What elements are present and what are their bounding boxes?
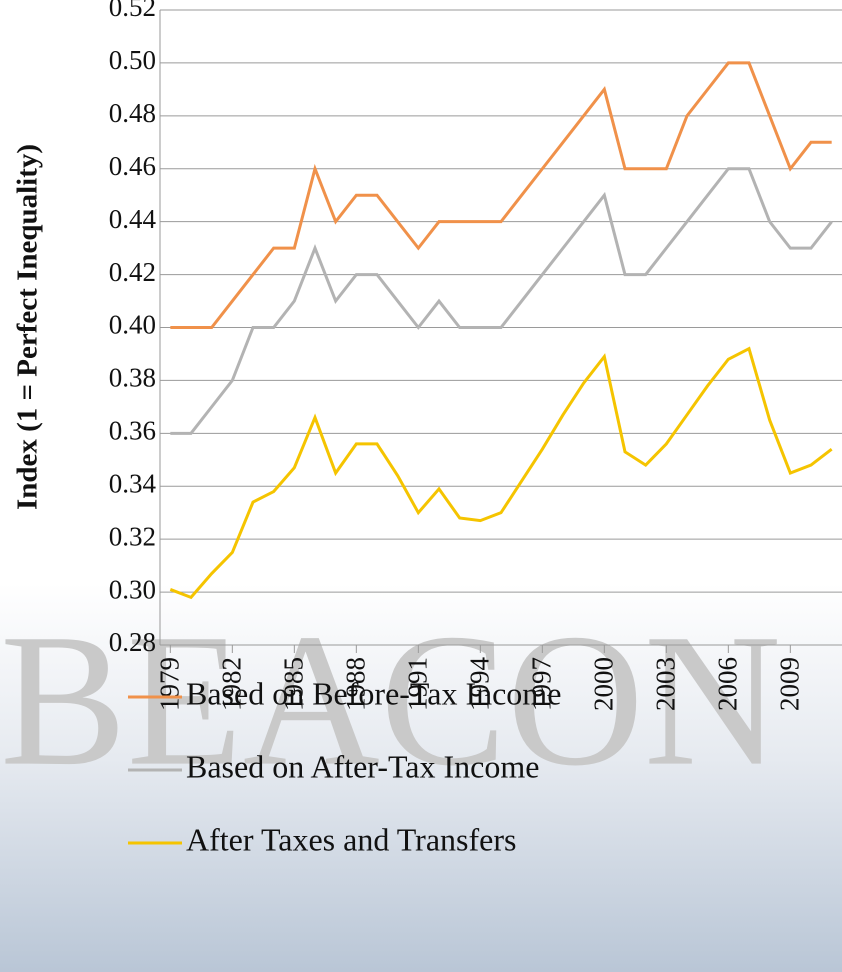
y-tick-label: 0.50 (109, 45, 156, 75)
x-tick-label: 1982 (217, 657, 247, 711)
y-tick-label: 0.38 (109, 363, 156, 393)
x-tick-label: 1985 (279, 657, 309, 711)
x-tick-label: 2006 (713, 657, 743, 711)
x-tick-label: 1997 (527, 657, 557, 711)
y-tick-label: 0.30 (109, 574, 156, 604)
series-line (170, 61, 832, 329)
x-tick-label: 2009 (775, 657, 805, 711)
x-tick-label: 1994 (465, 657, 495, 712)
legend-label: After Taxes and Transfers (186, 821, 516, 857)
x-tick-label: 1991 (403, 657, 433, 711)
x-tick-label: 2000 (589, 657, 619, 711)
x-tick-label: 2003 (651, 657, 681, 711)
series-line (169, 346, 833, 600)
y-tick-label: 0.32 (109, 521, 156, 551)
x-tick-label: 1979 (155, 657, 185, 711)
legend-label: Based on After-Tax Income (186, 748, 539, 784)
y-tick-label: 0.46 (109, 151, 156, 181)
y-tick-label: 0.42 (109, 257, 156, 287)
x-tick-label: 1988 (341, 657, 371, 711)
series-line (170, 167, 833, 435)
y-tick-label: 0.52 (109, 0, 156, 22)
legend-label: Based on Before-Tax Income (186, 675, 561, 711)
y-tick-label: 0.36 (109, 416, 156, 446)
y-tick-label: 0.40 (109, 310, 156, 340)
y-tick-label: 0.28 (109, 627, 156, 657)
y-tick-label: 0.44 (109, 204, 157, 234)
y-tick-label: 0.48 (109, 98, 156, 128)
y-axis-label: Index (1 = Perfect Inequality) (12, 144, 44, 510)
y-tick-label: 0.34 (109, 468, 157, 498)
